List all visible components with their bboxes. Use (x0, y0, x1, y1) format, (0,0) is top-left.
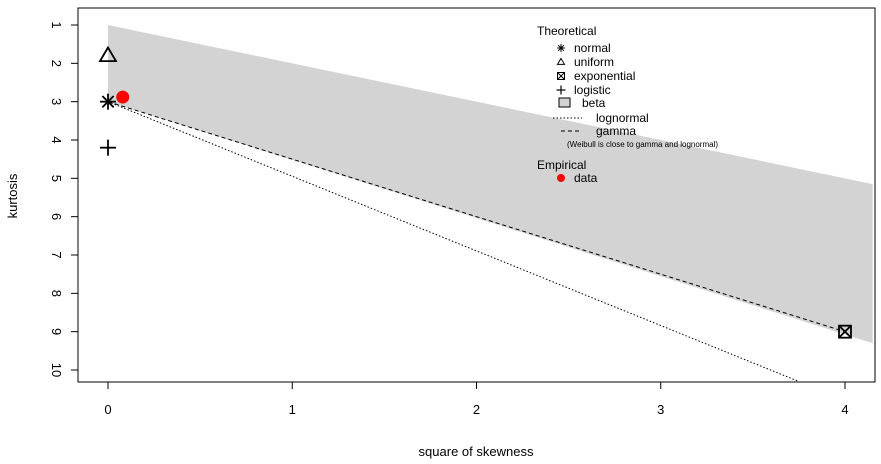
legend-item-lognormal: lognormal (596, 111, 649, 125)
y-tick-label: 10 (49, 363, 64, 377)
x-tick-label: 1 (289, 402, 296, 417)
legend-item-logistic: logistic (574, 83, 611, 97)
y-tick-label: 6 (49, 213, 64, 220)
legend-logistic-icon (556, 85, 566, 95)
y-tick-label: 4 (49, 136, 64, 143)
gamma-line (107, 101, 846, 333)
legend-theoretical-title: Theoretical (537, 24, 596, 38)
x-tick-label: 4 (841, 402, 848, 417)
exponential-point (838, 324, 852, 339)
empirical-data-point (116, 90, 130, 104)
legend-item-beta: beta (582, 96, 606, 110)
legend-item-normal: normal (574, 41, 611, 55)
legend-beta-icon (558, 97, 571, 108)
logistic-point (100, 139, 116, 156)
legend-item-uniform: uniform (574, 55, 614, 69)
uniform-point (98, 45, 118, 63)
y-tick-label: 2 (49, 60, 64, 67)
legend-note: (Weibull is close to gamma and lognormal… (567, 140, 718, 149)
x-tick-label: 3 (657, 402, 664, 417)
plot-area (98, 25, 873, 382)
x-axis-label: square of skewness (419, 444, 534, 459)
normal-point (100, 93, 116, 110)
y-tick-label: 8 (49, 290, 64, 297)
legend-uniform-icon (556, 57, 566, 65)
x-tick-label: 0 (104, 402, 111, 417)
legend-item-exponential: exponential (574, 69, 635, 83)
legend: Theoretical normal uniform exponential l… (537, 24, 718, 185)
y-tick-label: 7 (49, 251, 64, 258)
legend-empirical-title: Empirical (537, 158, 586, 172)
legend-symbols (553, 44, 582, 182)
legend-normal-icon (557, 44, 565, 52)
y-tick-label: 3 (49, 98, 64, 105)
y-tick-label: 5 (49, 175, 64, 182)
x-tick-label: 2 (473, 402, 480, 417)
y-axis-label: kurtosis (5, 173, 20, 218)
legend-exponential-icon (557, 72, 565, 80)
y-tick-label: 1 (49, 21, 64, 28)
legend-item-gamma: gamma (596, 124, 636, 138)
axes: 0 1 2 3 4 1 2 3 4 5 6 7 8 9 10 (49, 21, 849, 417)
legend-data-icon (557, 174, 565, 182)
beta-region (108, 25, 873, 344)
legend-item-data: data (574, 171, 598, 185)
y-tick-label: 9 (49, 328, 64, 335)
